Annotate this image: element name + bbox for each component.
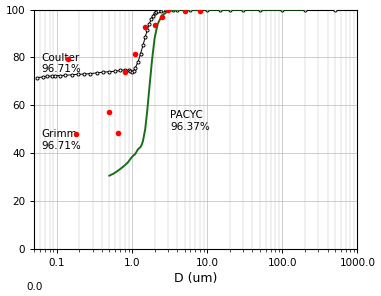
Point	[106, 110, 112, 115]
Text: 0.0: 0.0	[26, 282, 42, 292]
Text: Coulter
96.71%: Coulter 96.71%	[42, 53, 82, 74]
Point	[65, 56, 71, 61]
Point	[152, 23, 158, 28]
Point	[181, 8, 187, 13]
Point	[197, 8, 203, 13]
Point	[73, 131, 79, 136]
Point	[122, 69, 128, 74]
Point	[165, 7, 171, 12]
Text: PACYC
96.37%: PACYC 96.37%	[170, 110, 210, 131]
Point	[142, 25, 148, 30]
Point	[115, 130, 121, 135]
Text: Grimm
96.71%: Grimm 96.71%	[42, 129, 82, 151]
Point	[132, 52, 138, 56]
X-axis label: D (um): D (um)	[174, 272, 218, 285]
Point	[159, 15, 165, 19]
